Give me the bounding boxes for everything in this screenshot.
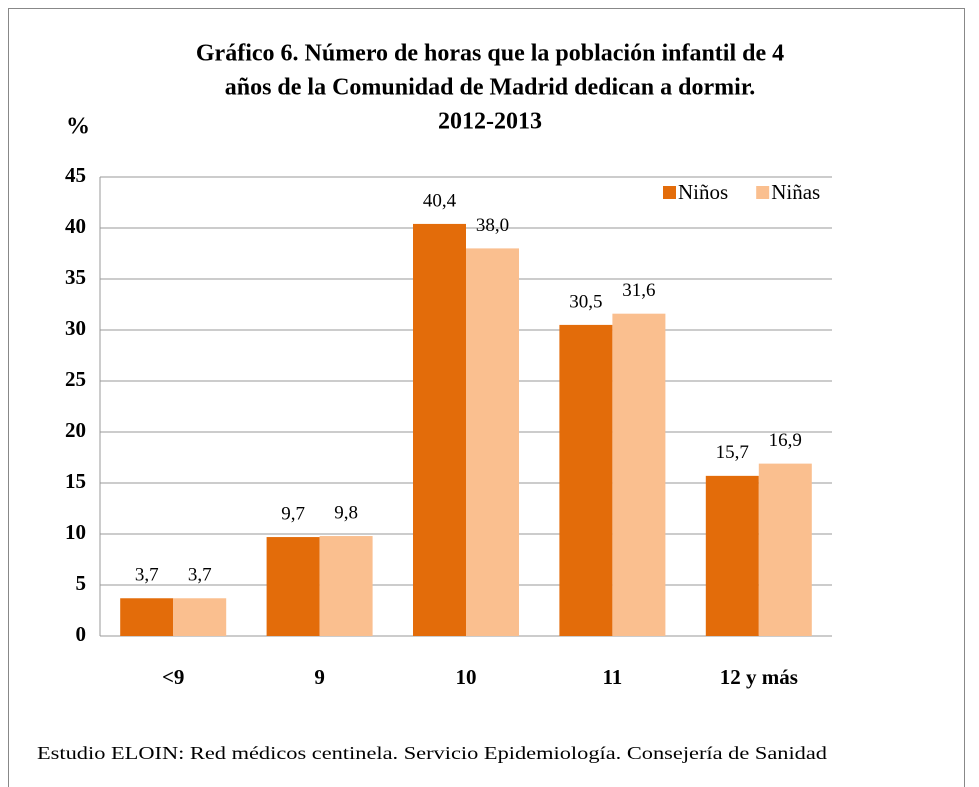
y-tick-label: 40 <box>65 214 86 238</box>
x-tick-label: 12 y más <box>720 665 798 689</box>
value-label: 9,7 <box>281 503 305 524</box>
y-tick-label: 10 <box>65 520 86 544</box>
bar <box>758 463 812 636</box>
value-label: 30,5 <box>569 291 602 312</box>
legend-swatch <box>663 186 676 199</box>
value-label: 31,6 <box>622 280 655 301</box>
source: Estudio ELOIN: Red médicos centinela. Se… <box>37 743 827 763</box>
y-tick-label: 15 <box>65 469 86 493</box>
value-label: 16,9 <box>769 430 802 451</box>
bar <box>120 598 174 636</box>
bar <box>319 536 373 636</box>
value-label: 40,4 <box>423 190 457 211</box>
x-tick-label: 9 <box>314 665 325 689</box>
x-tick-label: 11 <box>602 665 622 689</box>
bar <box>413 223 466 637</box>
y-tick-label: 20 <box>65 418 86 442</box>
legend-label: Niñas <box>771 180 820 204</box>
y-tick-label: 25 <box>65 367 86 391</box>
frame <box>8 8 965 787</box>
y-axis-label: % <box>66 114 90 140</box>
y-tick-label: 45 <box>65 163 86 187</box>
bar <box>612 313 666 636</box>
chart-title: años de la Comunidad de Madrid dedican a… <box>225 75 756 101</box>
chart-title: 2012-2013 <box>438 109 542 135</box>
bar <box>266 537 320 636</box>
value-label: 3,7 <box>135 565 159 586</box>
value-label: 38,0 <box>476 215 509 236</box>
y-tick-label: 30 <box>65 316 86 340</box>
value-label: 15,7 <box>716 442 749 463</box>
value-label: 9,8 <box>334 502 358 523</box>
bar <box>466 248 519 636</box>
chart-title: Gráfico 6. Número de horas que la poblac… <box>196 41 784 67</box>
x-tick-label: 10 <box>456 665 477 689</box>
y-tick-label: 35 <box>65 265 86 289</box>
legend-label: Niños <box>678 180 728 204</box>
bar <box>559 324 613 636</box>
legend-swatch <box>756 186 770 199</box>
x-tick-label: <9 <box>162 665 184 689</box>
y-tick-label: 0 <box>76 622 87 646</box>
bar <box>705 475 759 636</box>
y-tick-label: 5 <box>76 571 87 595</box>
value-label: 3,7 <box>188 565 212 586</box>
bar <box>173 598 227 636</box>
